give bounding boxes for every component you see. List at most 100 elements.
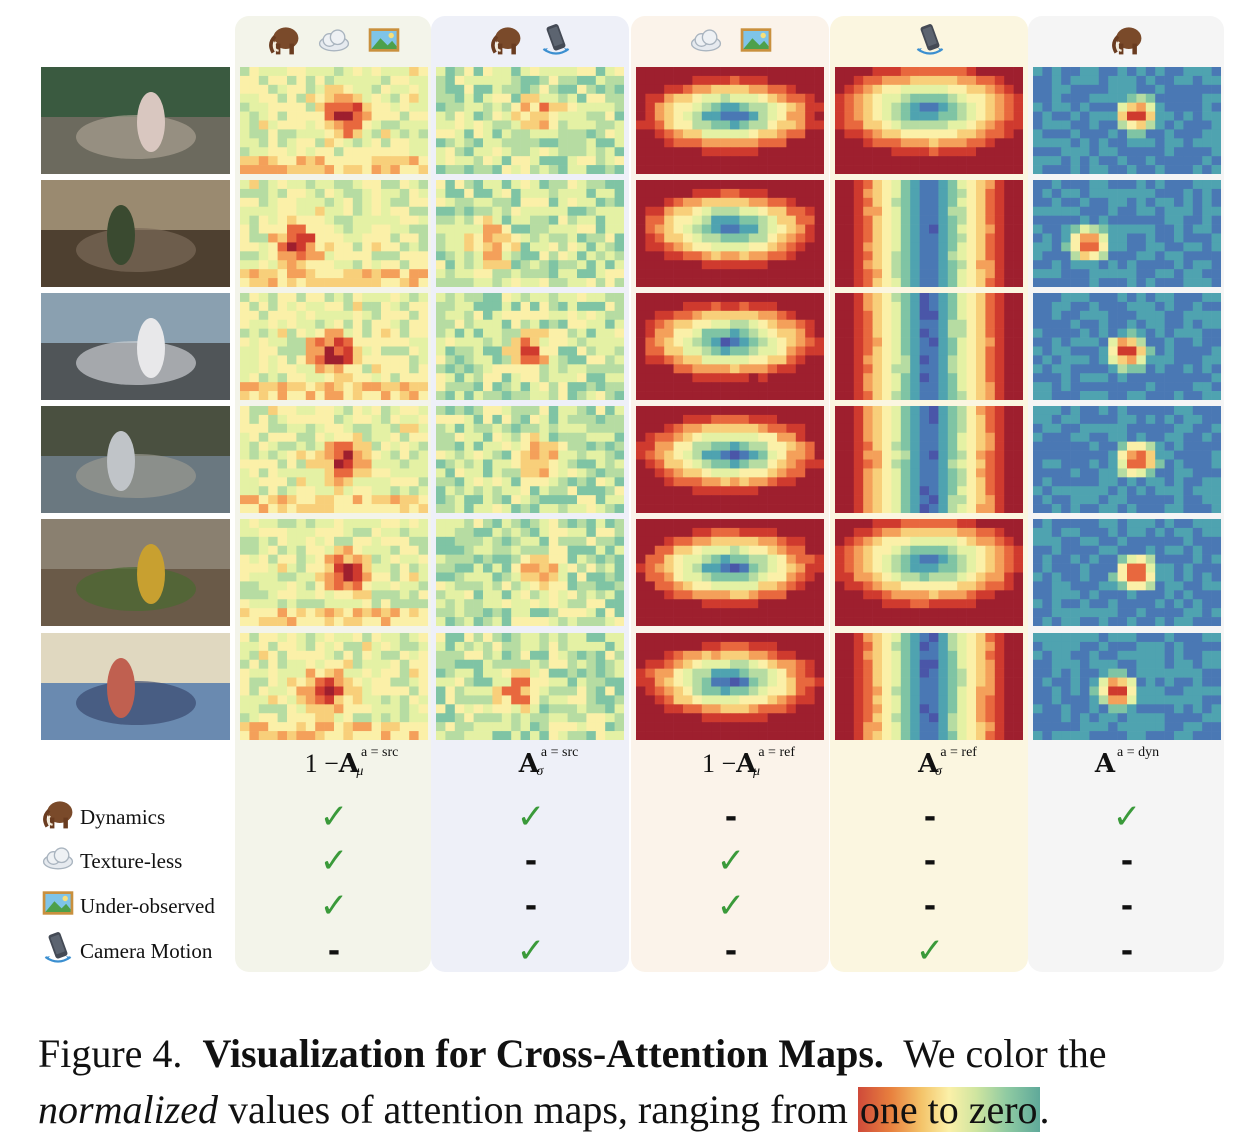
caption-title: Visualization for Cross-Attention Maps. — [202, 1031, 884, 1076]
attention-map — [436, 633, 624, 740]
attention-map — [636, 293, 824, 400]
check-mark: ✓ — [319, 886, 349, 926]
attention-map — [835, 519, 1023, 626]
attention-map — [835, 67, 1023, 174]
attention-map — [436, 519, 624, 626]
formula-base: A — [736, 749, 757, 779]
mammoth-icon — [40, 796, 76, 838]
camera-motion-icon — [912, 22, 948, 63]
caption-text-1: We color the — [903, 1031, 1107, 1076]
camera-motion-icon — [538, 22, 574, 63]
check-mark: ✓ — [716, 841, 746, 881]
attention-map — [240, 406, 428, 513]
property-name: Under-observed — [80, 893, 215, 918]
dash-mark: - — [327, 933, 341, 969]
column-icons — [633, 22, 829, 62]
attention-map — [835, 633, 1023, 740]
property-name: Camera Motion — [80, 938, 213, 963]
attention-map — [240, 519, 428, 626]
cloud-icon — [316, 22, 352, 63]
check-mark: ✓ — [516, 931, 546, 971]
formula-base: A — [1094, 749, 1116, 779]
dash-mark: - — [524, 843, 538, 879]
attention-map — [436, 293, 624, 400]
column-icons — [1030, 22, 1224, 62]
mammoth-icon — [1109, 22, 1145, 63]
property-row-label: Under-observed — [40, 886, 215, 926]
picture-icon — [366, 22, 402, 63]
photo-thumbnail — [41, 67, 230, 174]
formula-superscript: a = src — [360, 745, 399, 760]
cloud-icon — [40, 840, 76, 882]
attention-map — [835, 180, 1023, 287]
formula-superscript: a = ref — [758, 745, 795, 760]
attention-map — [636, 519, 824, 626]
attention-map — [1033, 406, 1221, 513]
camera-motion-icon — [40, 930, 76, 972]
check-mark: ✓ — [1112, 797, 1142, 837]
property-row-label: Dynamics — [40, 797, 165, 837]
formula-subscript: μ — [356, 764, 364, 779]
dash-mark: - — [1120, 888, 1134, 924]
attention-map — [636, 67, 824, 174]
dash-mark: - — [923, 799, 937, 835]
attention-map — [240, 293, 428, 400]
formula-superscript: a = ref — [940, 745, 977, 760]
attention-map — [636, 633, 824, 740]
dash-mark: - — [923, 843, 937, 879]
formula-base: A — [518, 749, 539, 779]
caption-emph: normalized — [38, 1087, 218, 1132]
photo-thumbnail — [41, 633, 230, 740]
dash-mark: - — [724, 933, 738, 969]
formula-superscript: a = src — [540, 745, 579, 760]
attention-map — [1033, 633, 1221, 740]
property-name: Texture-less — [80, 848, 183, 873]
photo-thumbnail — [41, 406, 230, 513]
formula-base: A — [918, 749, 939, 779]
attention-map — [240, 67, 428, 174]
picture-icon — [40, 885, 76, 927]
caption-end: . — [1039, 1087, 1050, 1132]
formula-prefix: 1 − — [701, 749, 737, 778]
attention-map — [1033, 293, 1221, 400]
formula-prefix: 1 − — [304, 749, 339, 778]
dash-mark: - — [724, 799, 738, 835]
property-name: Dynamics — [80, 804, 166, 829]
attention-map — [1033, 519, 1221, 626]
column-icons — [832, 22, 1028, 62]
property-row-label: Camera Motion — [40, 931, 212, 971]
caption-figure: Figure 4. — [38, 1031, 183, 1076]
column-icons — [433, 22, 629, 62]
photo-thumbnail — [41, 180, 230, 287]
dash-mark: - — [1120, 933, 1134, 969]
attention-map — [240, 633, 428, 740]
property-row-label: Texture-less — [40, 841, 182, 881]
attention-map — [636, 406, 824, 513]
formula-subscript: σ — [536, 764, 544, 779]
dash-mark: - — [524, 888, 538, 924]
formula-superscript: a = dyn — [1117, 745, 1160, 760]
check-mark: ✓ — [716, 886, 746, 926]
formula-subscript: σ — [934, 764, 942, 779]
attention-map — [1033, 67, 1221, 174]
mammoth-icon — [488, 22, 524, 63]
column-icons — [237, 22, 431, 62]
mammoth-icon — [266, 22, 302, 63]
attention-map — [636, 180, 824, 287]
attention-map — [436, 67, 624, 174]
picture-icon — [738, 22, 774, 63]
check-mark: ✓ — [319, 797, 349, 837]
attention-map — [835, 406, 1023, 513]
formula-subscript: μ — [752, 764, 761, 779]
photo-thumbnail — [41, 519, 230, 626]
attention-map — [240, 180, 428, 287]
check-mark: ✓ — [915, 931, 945, 971]
cloud-icon — [688, 22, 724, 63]
attention-map — [436, 406, 624, 513]
figure-caption: Figure 4. Visualization for Cross-Attent… — [38, 1026, 1228, 1138]
